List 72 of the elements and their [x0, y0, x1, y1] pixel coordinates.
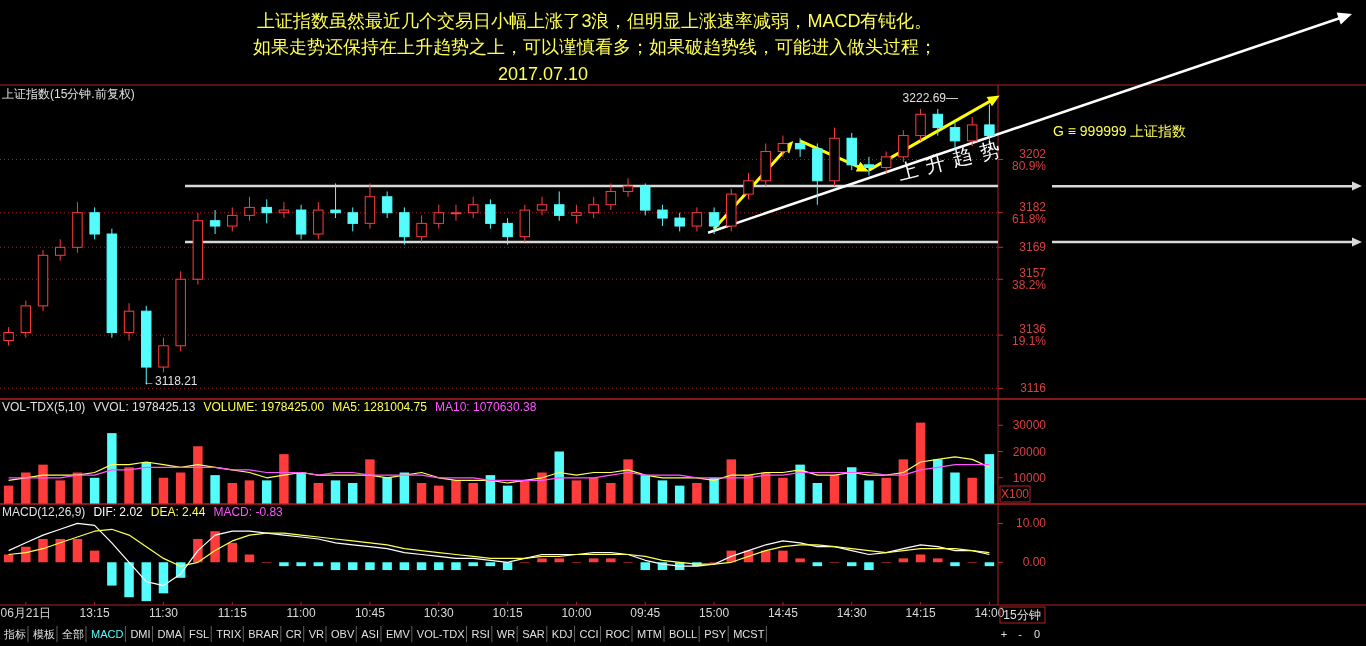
text: 0: [1033, 628, 1041, 640]
y-tick-label: 3157 38.2%: [1011, 266, 1047, 293]
series-label: DIF: 2.02: [93, 505, 144, 519]
text: PSY: [704, 628, 727, 640]
y-tick-label: 20000: [1012, 444, 1047, 459]
text: DEA: 2.44: [150, 505, 206, 519]
x-tick-label: 11:00: [286, 606, 317, 620]
text: SAR: [522, 628, 545, 640]
text: FSL: [189, 628, 210, 640]
text: 2017.07.10: [497, 64, 589, 84]
text: 全部: [62, 628, 84, 640]
text: VR: [308, 628, 325, 640]
text: ASI: [361, 628, 379, 640]
text: CR: [285, 628, 302, 640]
y-tick-label: 30000: [1012, 418, 1047, 433]
text: OBV: [331, 628, 355, 640]
x-tick-label: 10:15: [492, 606, 523, 620]
x-tick-label: 10:45: [354, 606, 386, 620]
annotation: 上证指数(15分钟.前复权): [2, 87, 135, 101]
text: DMI: [130, 628, 151, 640]
x-tick-label: 11:30: [148, 606, 179, 620]
text: CCI: [579, 628, 599, 640]
annotation: ←3118.21: [143, 374, 198, 388]
y-tick-label: 10.00: [1015, 516, 1047, 531]
y-tick-label: 10000: [1012, 470, 1047, 485]
x-tick-label: 14:00: [974, 606, 1005, 620]
text: MA10: 1070630.38: [434, 400, 537, 414]
text: MCST: [733, 628, 765, 640]
text: BOLL: [669, 628, 698, 640]
annotation: VOLUME: 1978425.00: [203, 400, 325, 414]
chart-title: VOL-TDX(5,10): [2, 400, 86, 414]
y-tick-label: 3182 61.8%: [1011, 199, 1047, 226]
annotation: MACD: -0.83: [213, 505, 284, 519]
text: EMV: [385, 628, 411, 640]
x-tick-label: 09:45: [630, 606, 661, 620]
text: MTM: [636, 628, 663, 640]
text: BRAR: [248, 628, 279, 640]
text: -: [1018, 628, 1023, 640]
text: MA5: 1281004.75: [332, 400, 428, 414]
x-tick-label: 10:30: [423, 606, 455, 620]
text: RSI: [471, 628, 490, 640]
x-tick-label: 10:00: [561, 606, 592, 620]
chart-title: 上证指数虽然最近几个交易日小幅上涨了3浪，但明显上涨速率减弱，MACD有钝化。: [257, 11, 933, 31]
y-tick-label: 3136 19.1%: [1011, 322, 1047, 349]
y-tick-label: 3202 80.9%: [1011, 146, 1047, 173]
y-tick-label: 3116: [1020, 381, 1047, 396]
x-tick-label: 14:30: [836, 606, 868, 620]
y-tick-label: 0.00: [1022, 555, 1047, 570]
x-tick-label: 15:00: [699, 606, 730, 620]
text: WR: [496, 628, 516, 640]
text: 模板: [33, 628, 55, 640]
text: VOL-TDX: [416, 628, 466, 640]
text: 指标: [3, 628, 26, 640]
x-tick-label: 11:15: [217, 606, 248, 620]
text: ROC: [605, 628, 631, 640]
text: DMA: [157, 628, 183, 640]
annotation: 3222.69—: [902, 91, 958, 105]
x-tick-label: 14:45: [767, 606, 799, 620]
y-tick-label: 3169: [1019, 240, 1047, 255]
text: TRIX: [216, 628, 242, 640]
x-tick-label: 14:15: [905, 606, 936, 620]
text: MACD: [91, 628, 124, 640]
text: G ≡ 999999 上证指数: [1053, 123, 1187, 139]
y-axis-title: X100: [1000, 487, 1030, 501]
annotation: VVOL: 1978425.13: [93, 400, 196, 414]
chart-title: MACD(12,26,9): [2, 505, 86, 519]
text: +: [1000, 628, 1008, 640]
text: 15分钟: [1003, 608, 1041, 622]
x-tick-label: 13:15: [79, 606, 110, 620]
x-tick-label: 06月21日: [0, 606, 52, 620]
chart-subtitle: 如果走势还保持在上升趋势之上，可以谨慎看多；如果破趋势线，可能进入做头过程；: [253, 37, 937, 57]
text: KDJ: [551, 628, 573, 640]
